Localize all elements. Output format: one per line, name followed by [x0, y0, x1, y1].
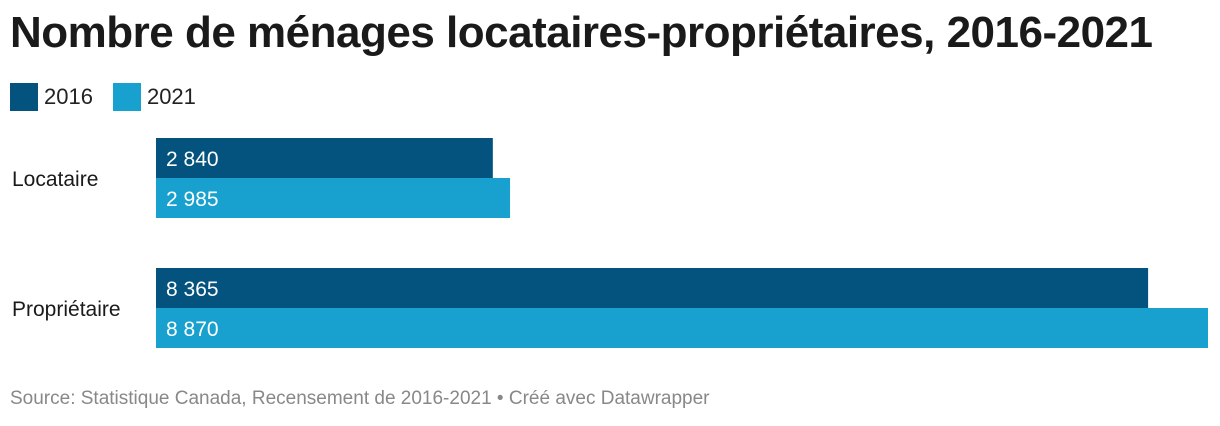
- chart-title: Nombre de ménages locataires-propriétair…: [10, 8, 1153, 57]
- category-label-1: Propriétaire: [12, 298, 121, 321]
- legend: 2016 2021: [10, 83, 216, 111]
- bar-chart: Locataire 2 840 2 985 Propriétaire 8 365 8 87…: [12, 138, 1208, 348]
- bar-2016-0: [156, 138, 493, 178]
- legend-label-2021: 2021: [146, 84, 196, 109]
- data-label-2021-1: 8 870: [166, 318, 219, 341]
- bar-2021-0: [156, 178, 511, 218]
- source-note: Source: Statistique Canada, Recensement …: [10, 388, 710, 409]
- legend-swatch-2016: [10, 83, 38, 111]
- data-label-2016-1: 8 365: [166, 278, 219, 301]
- legend-swatch-2021: [112, 83, 141, 111]
- legend-label-2016: 2016: [44, 84, 93, 109]
- data-label-2016-0: 2 840: [166, 148, 219, 171]
- legend-item-2016: 2016: [10, 83, 93, 111]
- bar-2016-1: [156, 268, 1149, 308]
- bar-2021-1: [156, 308, 1208, 348]
- data-label-2021-0: 2 985: [166, 188, 219, 211]
- legend-item-2021: 2021: [112, 83, 196, 111]
- category-label-0: Locataire: [12, 168, 98, 191]
